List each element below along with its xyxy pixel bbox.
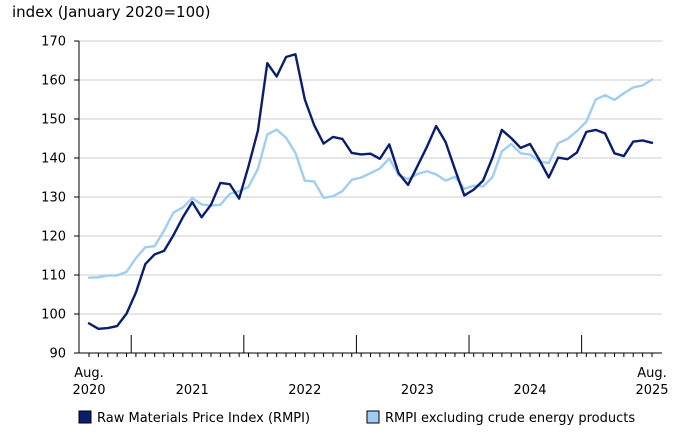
y-tick-label: 150: [41, 113, 66, 128]
y-tick-label: 90: [49, 347, 66, 362]
x-tick-label: 2025: [635, 383, 668, 398]
y-tick-label: 120: [41, 230, 66, 245]
y-tick-label: 130: [41, 191, 66, 206]
y-tick-label: 160: [41, 74, 66, 89]
legend-item-rmpi-excluding-crude: RMPI excluding crude energy products: [366, 410, 635, 426]
x-tick-label: 2020: [72, 383, 105, 398]
legend-swatch-rmpi: [78, 410, 92, 424]
data-series: [87, 53, 654, 331]
series-line-rmpi-excluding-crude: [87, 78, 654, 279]
x-tick-label: 2023: [401, 383, 434, 398]
x-tick-labels: Aug. 2020 2021 2022 2023 2024 Aug. 2025: [72, 366, 668, 398]
series-line-rmpi: [87, 53, 654, 331]
y-tick-label: 170: [41, 35, 66, 50]
x-tick-label: 2022: [288, 383, 321, 398]
x-tick-label: 2024: [513, 383, 546, 398]
legend: Raw Materials Price Index (RMPI) RMPI ex…: [78, 410, 635, 426]
y-tick-labels: 90 100 110 120 130 140 150 160 170: [41, 35, 66, 362]
x-tick-label: 2021: [176, 383, 209, 398]
x-tick-label: Aug.: [637, 366, 667, 381]
legend-item-rmpi: Raw Materials Price Index (RMPI): [78, 410, 310, 426]
legend-swatch-rmpi-excluding-crude: [366, 410, 380, 424]
gridlines: [79, 40, 662, 315]
axes: [74, 40, 662, 357]
y-axis-title: index (January 2020=100): [12, 3, 211, 21]
y-tick-label: 140: [41, 152, 66, 167]
legend-label-rmpi: Raw Materials Price Index (RMPI): [97, 411, 310, 426]
y-tick-label: 100: [41, 308, 66, 323]
y-tick-label: 110: [41, 269, 66, 284]
x-tick-label: Aug.: [74, 366, 104, 381]
legend-label-rmpi-excluding-crude: RMPI excluding crude energy products: [385, 411, 635, 426]
